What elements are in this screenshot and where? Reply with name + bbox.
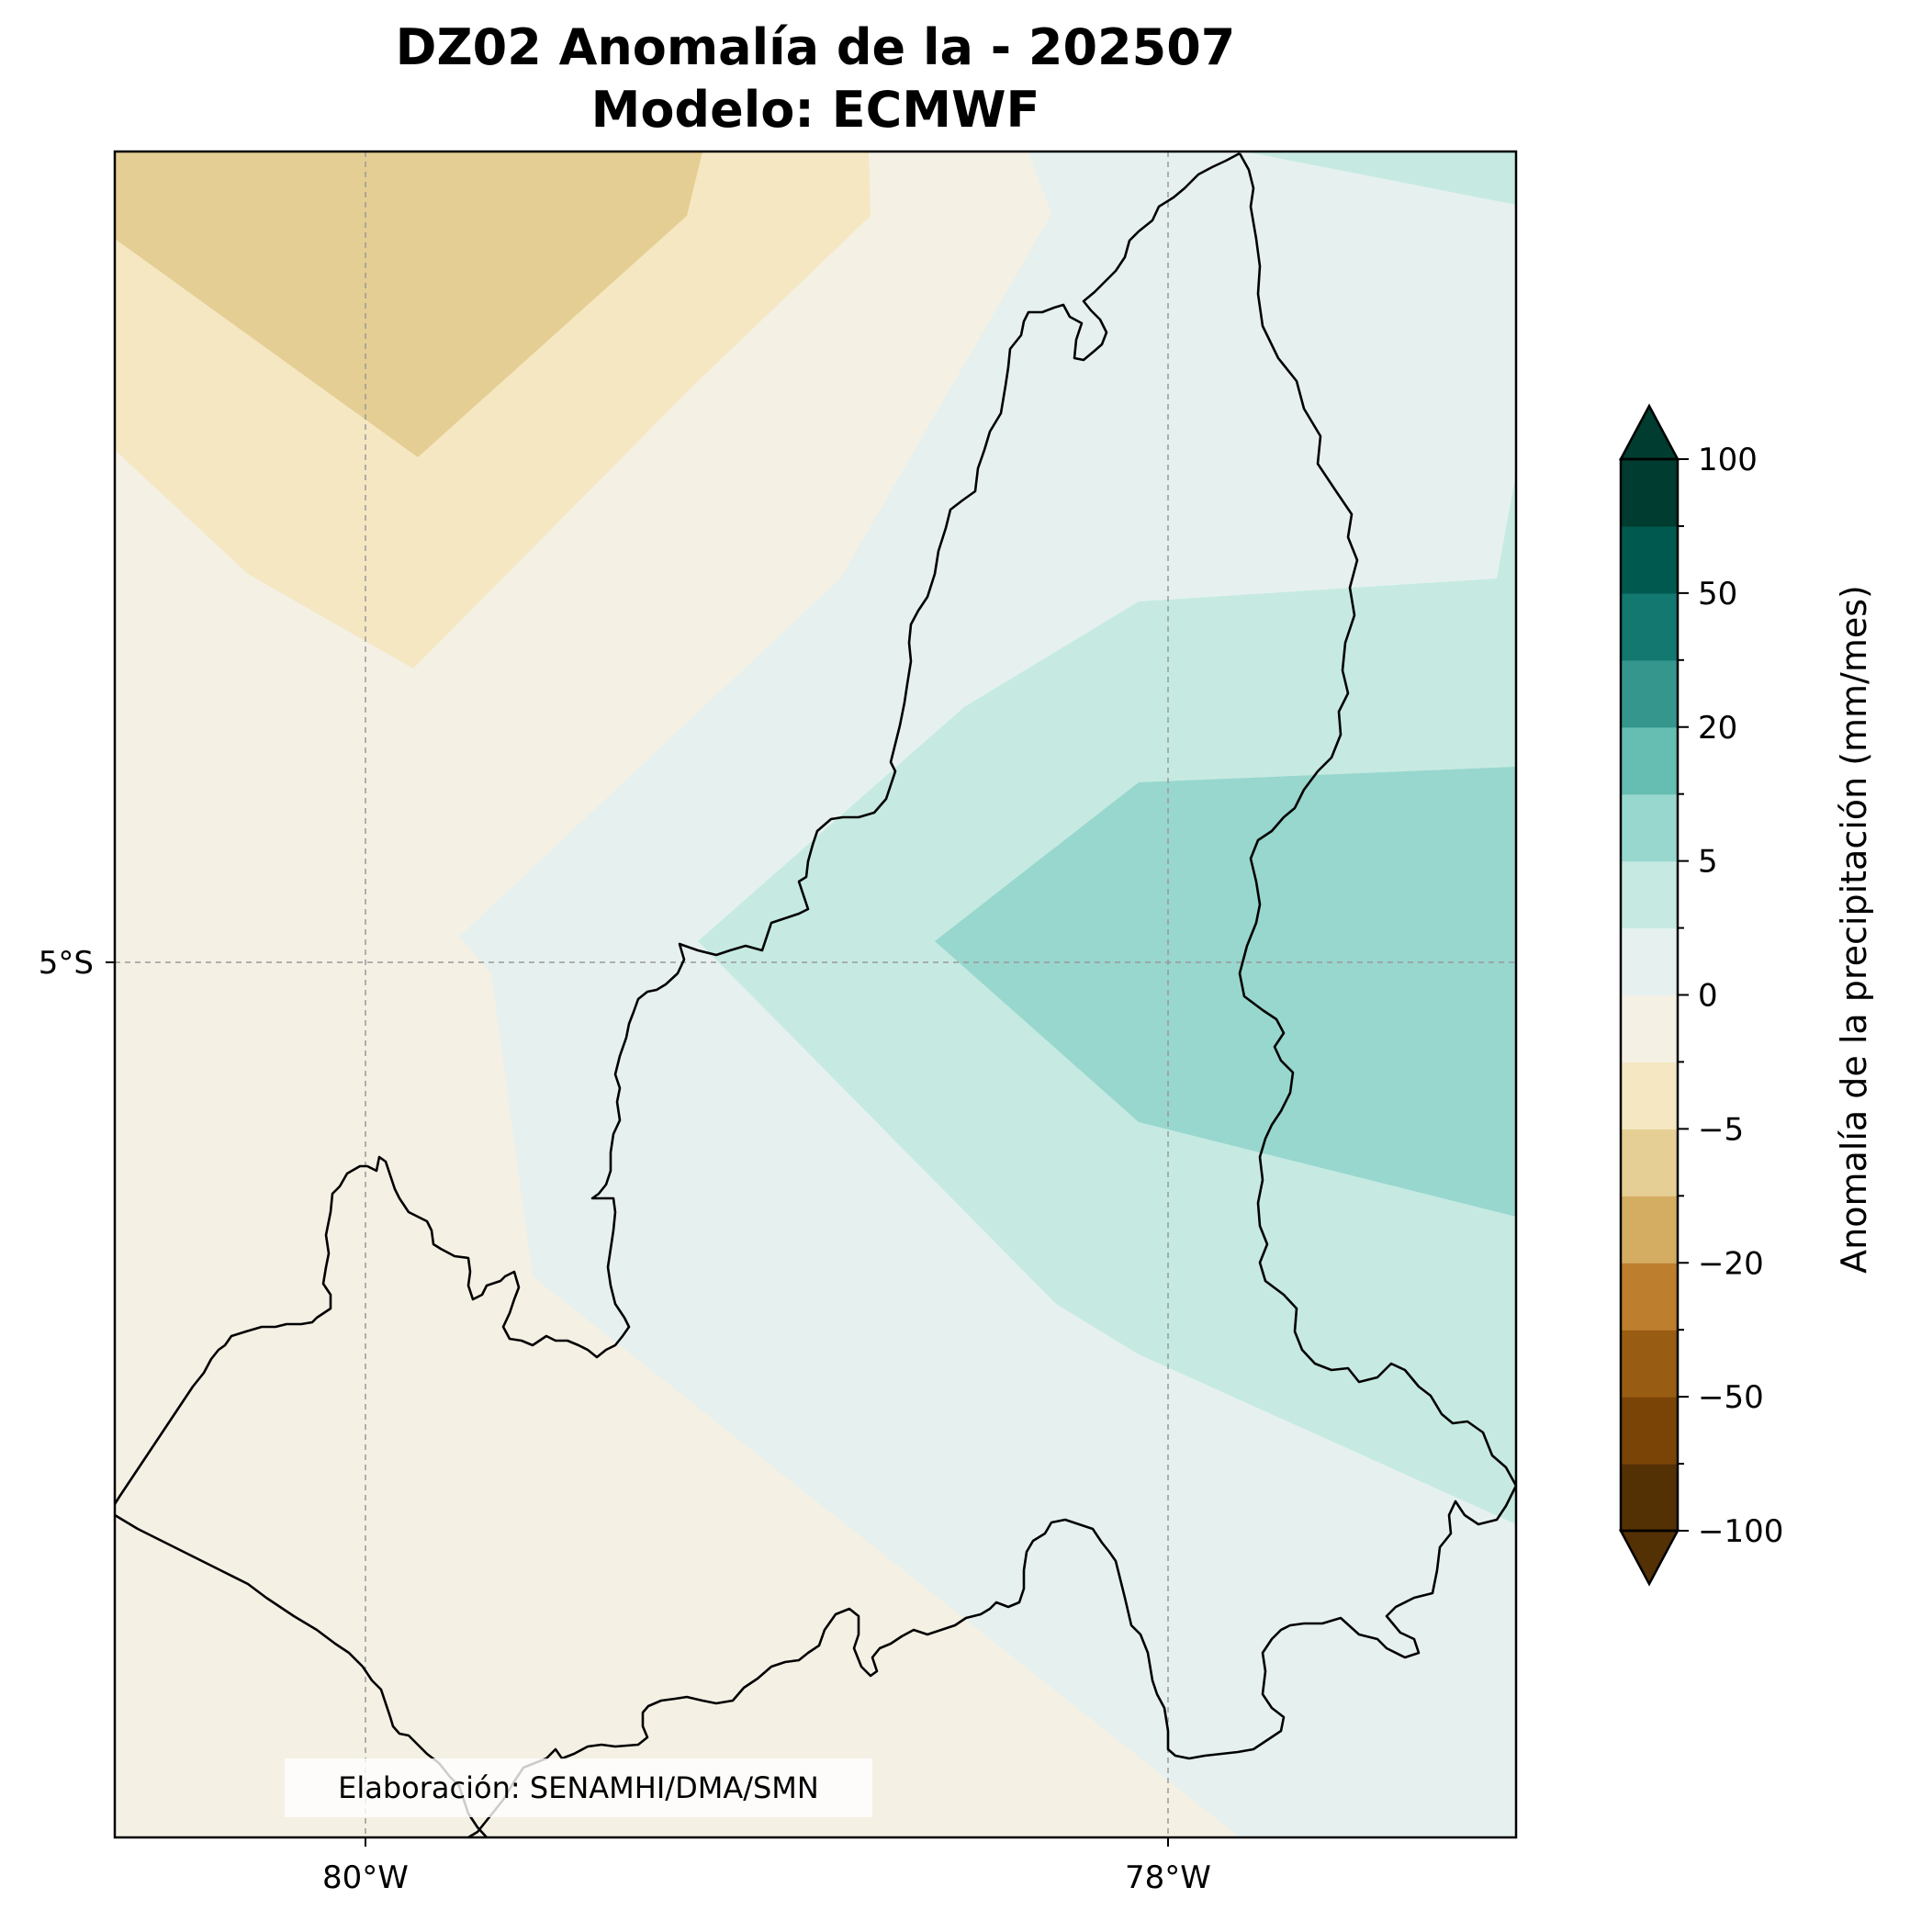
colorbar-segment — [1621, 1196, 1678, 1264]
colorbar-segment — [1621, 726, 1678, 795]
colorbar-segment — [1621, 1263, 1678, 1331]
map-title: DZ02 Anomalía de la - 202507 — [395, 18, 1236, 76]
colorbar-segment — [1621, 1129, 1678, 1196]
colorbar-tick-label: −5 — [1698, 1111, 1744, 1148]
map-frame — [113, 150, 1518, 1839]
colorbar-segment — [1621, 860, 1678, 929]
colorbar-segment — [1621, 1061, 1678, 1129]
field-teal-mid — [935, 767, 1516, 1217]
colorbar-label: Anomalía de la precipitación (mm/mes) — [1834, 585, 1874, 1274]
colorbar-segment — [1621, 525, 1678, 594]
field-teal-top-right — [1244, 152, 1516, 205]
colorbar-segment — [1621, 994, 1678, 1063]
colorbar-tick-label: −50 — [1698, 1379, 1764, 1416]
colorbar-segment — [1621, 1464, 1678, 1532]
colorbar-segment — [1621, 793, 1678, 862]
tick-label-78w: 78°W — [1125, 1859, 1211, 1896]
colorbar-tick-label: 0 — [1698, 978, 1718, 1015]
tick-label-5s: 5°S — [39, 945, 94, 982]
colorbar-tick-label: 5 — [1698, 844, 1718, 881]
colorbar-segment — [1621, 927, 1678, 996]
colorbar-tick-label: −20 — [1698, 1245, 1764, 1282]
colorbar-segment — [1621, 1330, 1678, 1398]
colorbar-extend-top — [1618, 403, 1680, 461]
colorbar-segment — [1621, 1397, 1678, 1465]
colorbar-segment — [1621, 592, 1678, 661]
region-boundary — [467, 152, 1516, 1837]
colorbar-tick-label: −100 — [1698, 1513, 1783, 1550]
field-brown-dark — [115, 152, 702, 457]
colorbar-tick-label: 100 — [1698, 442, 1758, 478]
colorbar-segment — [1621, 659, 1678, 728]
border-north-segment — [115, 152, 1241, 1505]
credit-label: Elaboración: SENAMHI/DMA/SMN — [285, 1758, 872, 1817]
colorbar-tick-label: 20 — [1698, 710, 1737, 747]
map-area — [115, 152, 1516, 1837]
tick-label-80w: 80°W — [322, 1859, 409, 1896]
map-subtitle: Modelo: ECMWF — [590, 81, 1040, 139]
colorbar-segment — [1621, 459, 1678, 527]
colorbar-tick-label: 50 — [1698, 576, 1737, 612]
colorbar-extend-bottom — [1618, 1529, 1680, 1587]
